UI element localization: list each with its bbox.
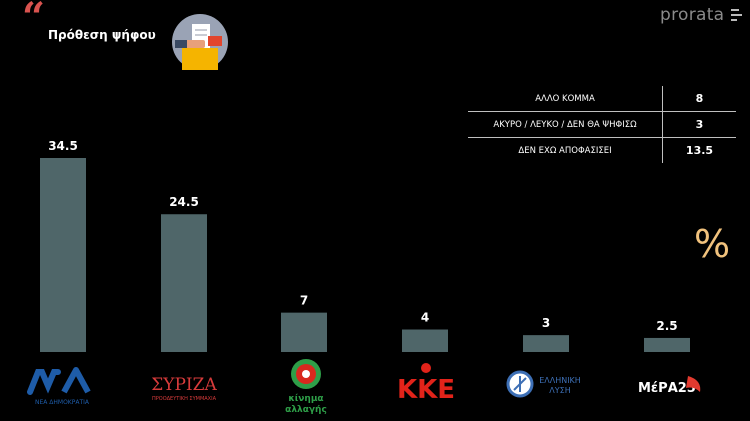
row-value: 3 [662,111,736,138]
other-responses-table: ΑΛΛΟ ΚΟΜΜΑ 8 ΑΚΥΡΟ / ΛΕΥΚΟ / ΔΕΝ ΘΑ ΨΗΦΙ… [468,86,736,163]
data-label-3: 7 [300,294,308,308]
row-value: 13.5 [662,137,736,163]
row-label: ΑΚΥΡΟ / ΛΕΥΚΟ / ΔΕΝ ΘΑ ΨΗΦΙΣΩ [468,111,663,138]
quote-mark-icon: “ [22,0,46,41]
menu-icon [731,9,743,23]
row-value: 8 [695,92,704,105]
table-row: ΑΛΛΟ ΚΟΜΜΑ 8 [468,86,736,112]
bar-3 [281,312,327,352]
data-label-2: 24.5 [169,195,199,209]
bar-4 [402,329,448,352]
kinal-logo: κίνημα αλλαγής [268,356,344,416]
svg-text:ΜέΡΑ25: ΜέΡΑ25 [638,381,696,396]
svg-text:ΕΛΛΗΝΙΚΗ: ΕΛΛΗΝΙΚΗ [539,376,581,385]
bar-6 [644,337,690,352]
row-label: ΑΛΛΟ ΚΟΜΜΑ [468,86,663,112]
bar-2 [161,214,207,352]
syriza-logo: ΣΥΡΙΖΑ ΠΡΟΟΔΕΥΤΙΚΗ ΣΥΜΜΑΧΙΑ [138,360,230,410]
table-row: ΔΕΝ ΕΧΩ ΑΠΟΦΑΣΙΣΕΙ 13.5 [468,137,736,163]
percent-icon: % [694,222,731,266]
svg-text:ΝΕΑ ΔΗΜΟΚΡΑΤΙΑ: ΝΕΑ ΔΗΜΟΚΡΑΤΙΑ [35,399,90,406]
brand-logo: prorata [660,5,725,25]
row-label: ΔΕΝ ΕΧΩ ΑΠΟΦΑΣΙΣΕΙ [468,137,663,163]
nd-logo: ΝΕΑ ΔΗΜΟΚΡΑΤΙΑ [20,360,104,410]
svg-text:ΣΥΡΙΖΑ: ΣΥΡΙΖΑ [151,375,217,395]
bar-5 [523,335,569,352]
data-label-5: 3 [542,316,550,330]
svg-text:αλλαγής: αλλαγής [285,405,327,415]
svg-text:κίνημα: κίνημα [288,393,323,404]
mera25-logo: ΜέΡΑ25 [630,360,710,410]
page-title: Πρόθεση ψήφου [48,28,156,42]
ballot-icon [172,14,228,70]
elliniki-lysi-logo: ΕΛΛΗΝΙΚΗ ΛΥΣΗ [500,360,592,410]
svg-text:ΚΚΕ: ΚΚΕ [397,375,455,405]
data-label-4: 4 [421,311,429,325]
data-label-6: 2.5 [656,319,677,333]
data-label-1: 34.5 [48,139,78,153]
table-row: ΑΚΥΡΟ / ΛΕΥΚΟ / ΔΕΝ ΘΑ ΨΗΦΙΣΩ 3 [468,111,736,138]
svg-text:ΛΥΣΗ: ΛΥΣΗ [549,386,570,395]
kke-logo: ΚΚΕ [390,360,462,410]
svg-text:ΠΡΟΟΔΕΥΤΙΚΗ ΣΥΜΜΑΧΙΑ: ΠΡΟΟΔΕΥΤΙΚΗ ΣΥΜΜΑΧΙΑ [152,396,217,402]
bar-1 [40,158,86,352]
